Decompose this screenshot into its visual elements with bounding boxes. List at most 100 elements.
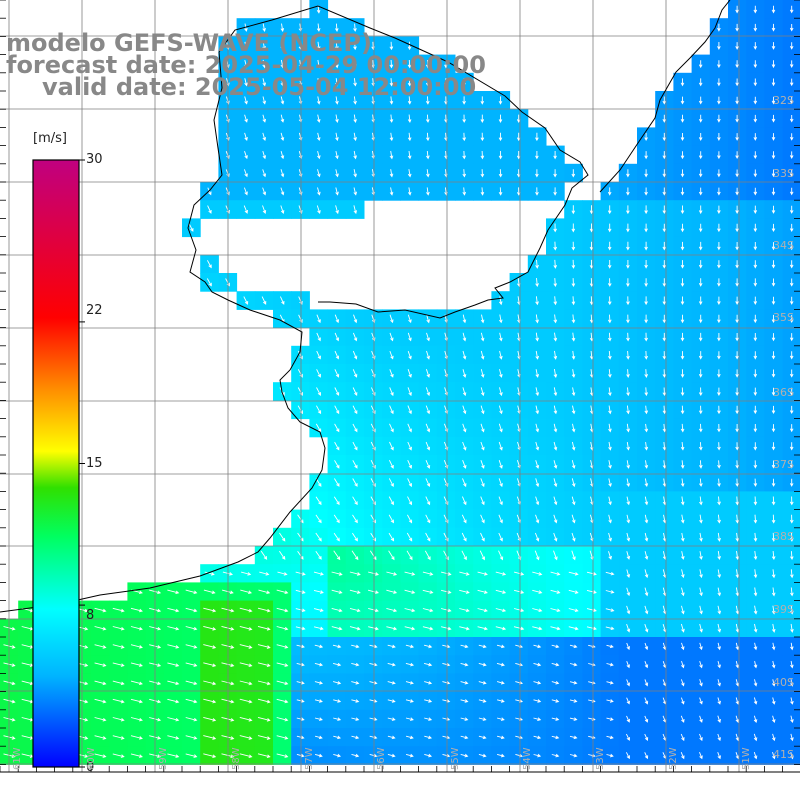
wind-arrow [662,423,667,433]
wind-arrow [112,698,125,704]
wind-arrow [257,644,271,649]
wind-arrow [221,625,235,631]
wind-arrow [771,605,776,615]
wind-arrow [790,569,794,579]
wind-arrow [771,23,776,32]
lon-label-53w: 53W [595,747,606,770]
wind-arrow [644,387,649,397]
wind-arrow [239,753,253,759]
wind-arrow [130,680,143,686]
wind-arrow [533,699,542,703]
wind-arrow [424,735,433,740]
wind-arrow [352,405,358,415]
wind-arrow [407,478,412,488]
wind-arrow [735,114,739,123]
wind-arrow [717,369,721,378]
wind-arrow [790,605,794,615]
wind-arrow [461,532,467,542]
wind-arrow [753,442,758,451]
wind-arrow [387,735,396,740]
wind-arrow [480,532,485,542]
wind-arrow [680,260,685,269]
wind-arrow [316,369,321,378]
wind-arrow [316,350,321,360]
wind-arrow [735,569,740,579]
wind-arrow [240,589,253,595]
wind-arrow [771,60,776,69]
wind-arrow [753,661,758,669]
wind-arrow [771,333,776,342]
wind-arrow [735,478,740,487]
wind-arrow [442,680,451,685]
wind-arrow [571,496,576,506]
wind-arrow [553,332,558,342]
wind-arrow [262,114,267,123]
wind-arrow [789,532,794,542]
wind-arrow [425,423,431,433]
wind-arrow [243,296,249,305]
wind-arrow [771,114,776,123]
wind-arrow [426,187,430,196]
wind-arrow [239,662,253,668]
wind-arrow [553,350,558,360]
lat-label-35s: 35S [773,311,794,324]
wind-arrow [206,278,212,287]
wind-arrow [94,662,107,667]
wind-arrow [262,96,267,105]
wind-arrow [735,151,739,160]
wind-arrow [753,514,758,524]
wind-arrow [313,571,324,576]
wind-arrow [426,332,430,342]
wind-arrow [279,532,286,542]
wind-arrow [369,753,378,758]
wind-arrow [316,23,321,32]
wind-arrow [535,460,540,469]
wind-arrow [314,644,324,649]
wind-arrow [94,607,107,613]
wind-arrow [607,314,612,324]
wind-arrow [535,314,539,324]
wind-arrow [605,608,615,612]
wind-arrow [276,626,289,631]
wind-arrow [333,717,342,721]
wind-arrow [550,571,561,576]
wind-arrow [662,223,667,233]
wind-arrow [771,78,776,87]
wind-arrow [334,350,340,360]
wind-arrow [387,753,396,758]
wind-arrow [422,626,434,631]
wind-arrow [626,478,631,487]
wind-arrow [790,623,794,633]
wind-arrow [298,314,303,324]
wind-arrow [735,442,739,451]
wind-arrow [498,114,503,123]
wind-arrow [239,607,253,613]
wind-arrow [389,314,394,324]
wind-arrow [717,114,721,123]
wind-arrow [353,187,358,196]
wind-arrow [551,753,560,758]
wind-arrow [698,151,703,160]
wind-arrow [790,587,794,597]
wind-arrow [225,187,230,196]
wind-arrow [753,333,758,342]
wind-arrow [459,571,470,576]
wind-arrow [477,626,488,631]
wind-arrow [717,478,721,487]
wind-arrow [735,752,740,760]
wind-arrow [407,350,412,360]
wind-arrow [185,662,198,667]
wind-arrow [568,589,579,594]
wind-arrow [699,496,703,506]
wind-arrow [498,496,503,506]
wind-arrow [662,169,667,178]
wind-arrow [680,623,685,633]
wind-arrow [626,532,631,542]
wind-arrow [243,205,248,214]
wind-arrow [315,514,322,524]
wind-arrow [480,150,485,160]
model-title: modelo GEFS-WAVE (NCEP) [6,29,372,57]
wind-arrow [532,608,543,613]
wind-arrow [351,644,360,649]
wind-arrow [717,96,721,105]
